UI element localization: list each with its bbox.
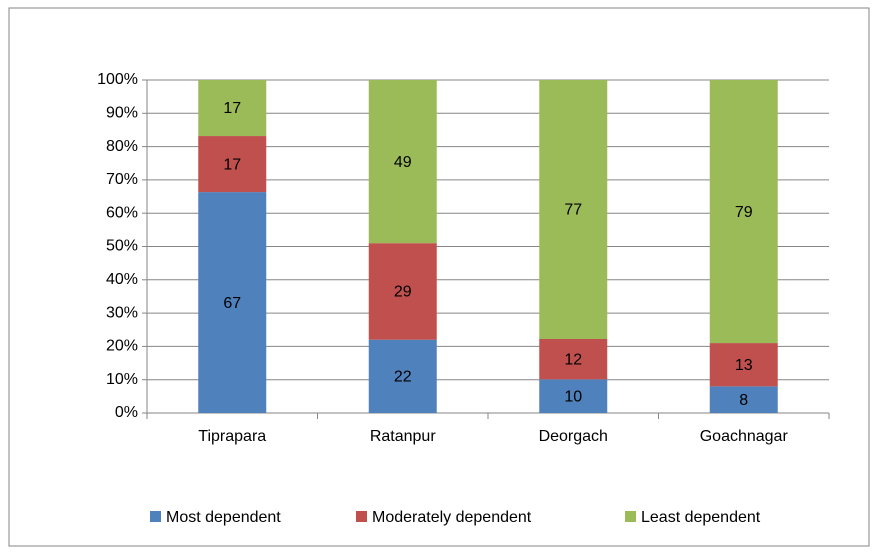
- bar-segment: [198, 192, 267, 413]
- y-tick-label: 20%: [106, 338, 138, 355]
- y-tick-label: 60%: [106, 204, 138, 221]
- bar-segment: [368, 80, 437, 244]
- data-label: 12: [564, 351, 582, 368]
- legend-swatch: [625, 511, 636, 522]
- bar-segment: [368, 243, 437, 340]
- legend-swatch: [150, 511, 161, 522]
- data-label: 49: [394, 154, 412, 171]
- data-label: 29: [394, 284, 412, 301]
- legend-label: Most dependent: [166, 509, 281, 526]
- bar-segment: [709, 343, 778, 387]
- bar-segment: [198, 80, 267, 137]
- x-tick-label: Ratanpur: [370, 428, 436, 445]
- x-tick-label: Deorgach: [539, 428, 608, 445]
- bar-segment: [709, 386, 778, 413]
- data-label: 8: [739, 392, 748, 409]
- y-tick-label: 90%: [106, 105, 138, 122]
- bar-segment: [368, 339, 437, 413]
- y-tick-label: 0%: [115, 404, 138, 421]
- y-tick-label: 70%: [106, 171, 138, 188]
- y-tick-label: 30%: [106, 304, 138, 321]
- y-tick-label: 40%: [106, 271, 138, 288]
- bar-segment: [198, 136, 267, 193]
- bar-segment: [539, 339, 608, 380]
- data-label: 77: [564, 202, 582, 219]
- y-tick-label: 50%: [106, 238, 138, 255]
- bar-segment: [709, 80, 778, 344]
- data-label: 13: [735, 357, 753, 374]
- legend-label: Moderately dependent: [372, 509, 532, 526]
- data-label: 67: [223, 295, 241, 312]
- data-label: 79: [735, 204, 753, 221]
- bar-segment: [539, 80, 608, 339]
- x-tick-label: Goachnagar: [700, 428, 789, 445]
- x-tick-label: Tiprapara: [198, 428, 266, 445]
- bar-segment: [539, 379, 608, 413]
- y-tick-label: 100%: [97, 71, 138, 88]
- data-label: 17: [223, 156, 241, 173]
- legend-swatch: [356, 511, 367, 522]
- y-tick-label: 80%: [106, 138, 138, 155]
- y-tick-label: 10%: [106, 371, 138, 388]
- legend-label: Least dependent: [641, 509, 761, 526]
- data-label: 10: [564, 388, 582, 405]
- data-label: 22: [394, 369, 412, 386]
- data-label: 17: [223, 100, 241, 117]
